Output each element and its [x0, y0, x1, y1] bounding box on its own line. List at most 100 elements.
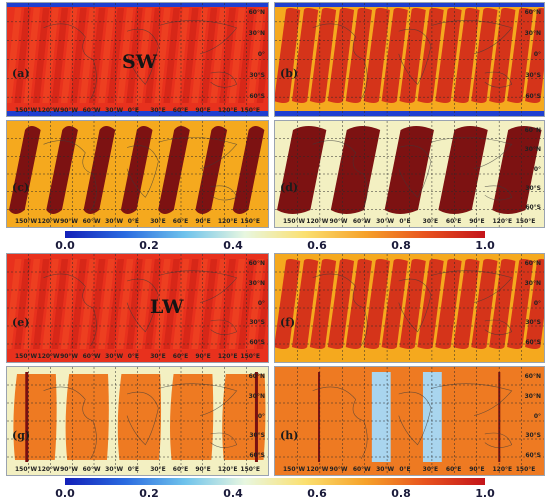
- orbit-swath: [525, 8, 544, 103]
- longitude-label: 150°W: [283, 218, 306, 225]
- orbit-track: [79, 8, 97, 103]
- longitude-label: 90°W: [329, 218, 348, 225]
- orbit-track: [98, 259, 115, 349]
- orbit-track: [144, 259, 162, 349]
- orbit-swath: [471, 8, 498, 103]
- longitude-label: 0°E: [127, 466, 139, 473]
- orbit-track: [126, 8, 143, 103]
- edge-track: [254, 372, 258, 462]
- orbit-track: [247, 8, 264, 103]
- continent-outline: [398, 145, 432, 198]
- longitude-label: 60°E: [445, 466, 462, 473]
- orbit-track: [23, 8, 41, 103]
- polar-band: [7, 111, 268, 116]
- orbit-track: [191, 8, 208, 103]
- latitude-label: 60°N: [248, 373, 265, 380]
- map-canvas: [275, 3, 544, 116]
- orbit-swath: [471, 259, 498, 349]
- orbit-track: [7, 8, 22, 103]
- orbit-track: [158, 126, 190, 214]
- orbit-swath: [435, 259, 462, 349]
- map-canvas: [275, 367, 544, 475]
- latitude-label: 0°: [533, 412, 541, 420]
- longitude-label: 30°E: [150, 466, 166, 473]
- orbit-swath: [345, 259, 372, 349]
- longitude-label: 120°E: [217, 107, 238, 114]
- longitude-label: 90°E: [469, 218, 485, 225]
- orbit-track: [126, 259, 143, 349]
- longitude-label: 150°E: [240, 466, 261, 473]
- orbit-swath: [525, 259, 544, 349]
- orbit-swath: [363, 8, 390, 103]
- longitude-label: 60°W: [82, 353, 101, 360]
- orbit-block: [117, 374, 162, 460]
- panel-b: (b) 60°N 30°N 0° 30°S 60°S: [274, 2, 545, 117]
- edge-track: [318, 372, 321, 462]
- longitude-label: 30°W: [105, 466, 124, 473]
- orbit-track: [438, 126, 488, 214]
- latitude-label: 0°: [533, 50, 541, 58]
- longitude-label: 60°W: [352, 218, 371, 225]
- longitude-label: 150°W: [15, 107, 38, 114]
- longitude-label: 90°W: [60, 466, 79, 473]
- latitude-label: 0°: [533, 299, 541, 307]
- panel-a: (a) 150°W 120°W 90°W 60°W 30°W 0°E 30°E 60°E 90°E…: [6, 2, 269, 117]
- orbit-track: [70, 259, 87, 349]
- continent-outline: [398, 278, 432, 333]
- orbit-track: [60, 8, 78, 103]
- longitude-label: 60°E: [172, 218, 189, 225]
- orbit-block: [65, 374, 109, 460]
- orbit-track: [200, 259, 218, 349]
- orbit-swath: [489, 259, 516, 349]
- orbit-swath: [435, 8, 462, 103]
- longitude-label: 120°W: [306, 218, 329, 225]
- continent-outline: [484, 71, 513, 88]
- colorbar-top-ticks: 0.0 0.2 0.4 0.6 0.8 1.0: [55, 239, 495, 252]
- orbit-swath: [291, 259, 319, 349]
- continent-outline: [126, 278, 159, 333]
- orbit-swath: [291, 8, 319, 103]
- panel-g: (g) 150°W 120°W 90°W 60°W 30°W 0°E 30°E 60°E 90°E…: [6, 366, 269, 476]
- latitude-label: 30°N: [524, 392, 541, 400]
- continent-outline: [43, 273, 97, 346]
- continent-outline: [312, 273, 368, 346]
- colorbar-tick: 0.0: [55, 487, 75, 500]
- orbit-track: [116, 8, 134, 103]
- latitude-labels: 60°N 30°N 0° 30°S 60°S: [523, 260, 541, 350]
- panel-d: (d) 150°W 120°W 90°W 60°W 30°W 0°E 30°E 60°E 90°E…: [274, 120, 545, 228]
- orbit-track: [9, 126, 41, 214]
- continent-outline: [312, 386, 368, 459]
- orbit-track: [98, 8, 115, 103]
- latitude-label: 30°S: [249, 71, 265, 79]
- longitude-label: 120°E: [217, 466, 238, 473]
- longitude-label: 120°E: [217, 353, 238, 360]
- orbit-track: [7, 259, 22, 349]
- continent-outline: [158, 383, 238, 416]
- latitude-labels: 60°N 30°N 0° 30°S 60°S: [247, 373, 265, 463]
- orbit-track: [88, 8, 106, 103]
- orbit-track: [256, 259, 268, 349]
- map-canvas: [7, 121, 268, 227]
- latitude-labels: 60°N 30°N 0° 30°S 60°S: [523, 9, 541, 104]
- orbit-track: [14, 259, 31, 349]
- latitude-label: 30°S: [525, 185, 541, 193]
- continent-outline: [210, 319, 238, 335]
- map-canvas: [275, 121, 544, 227]
- longitude-label: 90°W: [60, 218, 79, 225]
- orbit-swath: [489, 8, 516, 103]
- latitude-label: 60°N: [524, 260, 541, 267]
- latitude-label: 60°S: [249, 339, 265, 347]
- orbit-track: [256, 8, 268, 103]
- longitude-label: 90°E: [195, 466, 211, 473]
- latitude-label: 60°S: [249, 92, 265, 100]
- orbit-track: [163, 8, 180, 103]
- latitude-labels: 60°N 30°N 0° 30°S 60°S: [247, 9, 265, 104]
- orbit-track: [210, 259, 227, 349]
- longitude-label: 150°W: [15, 466, 38, 473]
- orbit-swath: [417, 259, 444, 349]
- longitude-label: 90°W: [60, 353, 79, 360]
- orbit-swath: [345, 8, 372, 103]
- longitude-label: 60°W: [82, 218, 101, 225]
- data-gap: [422, 372, 442, 462]
- orbit-track: [182, 8, 199, 103]
